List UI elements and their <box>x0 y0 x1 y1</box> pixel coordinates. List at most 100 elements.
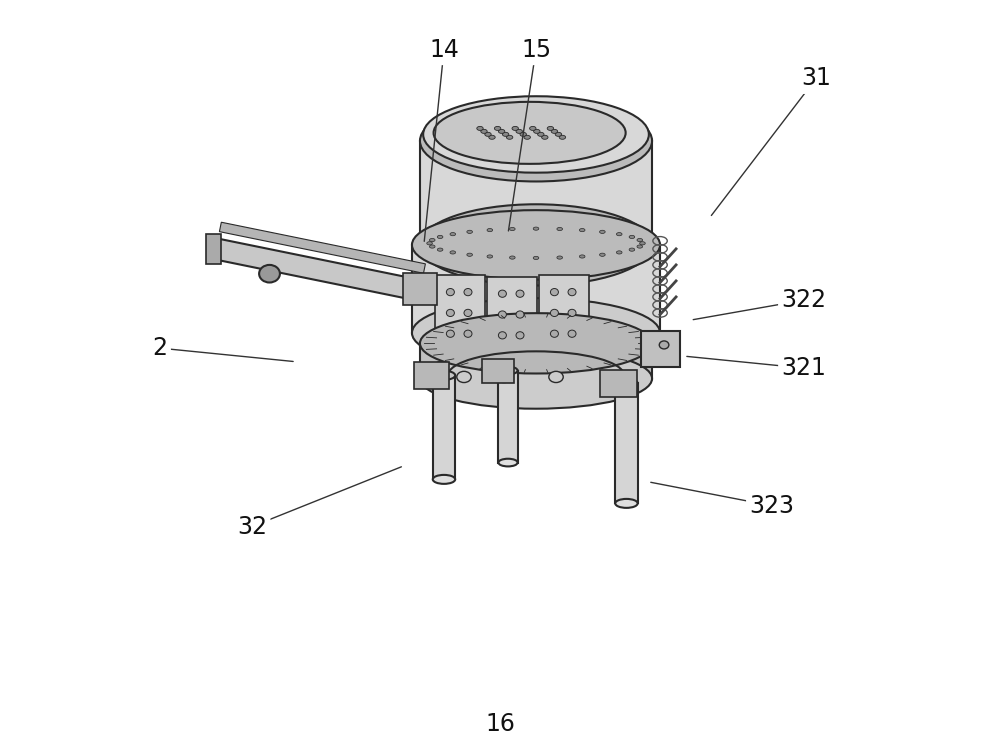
Ellipse shape <box>420 313 652 374</box>
Ellipse shape <box>412 298 660 368</box>
Ellipse shape <box>446 330 454 337</box>
Ellipse shape <box>433 475 455 484</box>
Polygon shape <box>219 222 425 273</box>
Ellipse shape <box>446 309 454 317</box>
Ellipse shape <box>498 459 518 466</box>
Ellipse shape <box>550 309 558 317</box>
Ellipse shape <box>568 309 576 317</box>
Text: 15: 15 <box>521 37 551 61</box>
Ellipse shape <box>568 330 576 337</box>
Ellipse shape <box>524 135 530 140</box>
FancyBboxPatch shape <box>600 370 637 397</box>
Ellipse shape <box>420 100 652 181</box>
Ellipse shape <box>450 232 456 236</box>
Polygon shape <box>214 238 422 301</box>
Ellipse shape <box>637 245 643 248</box>
Ellipse shape <box>498 290 506 298</box>
Ellipse shape <box>494 126 501 130</box>
FancyBboxPatch shape <box>403 273 437 305</box>
FancyBboxPatch shape <box>539 276 589 346</box>
Bar <box>433 375 455 480</box>
Ellipse shape <box>516 332 524 339</box>
Ellipse shape <box>615 499 638 508</box>
FancyBboxPatch shape <box>487 277 537 348</box>
Text: 16: 16 <box>485 712 515 731</box>
Polygon shape <box>420 344 652 379</box>
Ellipse shape <box>659 341 669 349</box>
Ellipse shape <box>412 210 660 280</box>
FancyBboxPatch shape <box>482 358 514 382</box>
Ellipse shape <box>551 129 558 133</box>
Bar <box>206 234 221 264</box>
Ellipse shape <box>568 289 576 296</box>
Ellipse shape <box>512 126 518 130</box>
Ellipse shape <box>510 256 515 260</box>
Ellipse shape <box>437 235 443 238</box>
Text: 323: 323 <box>750 493 795 518</box>
Bar <box>615 383 638 504</box>
Ellipse shape <box>520 132 526 136</box>
Ellipse shape <box>579 255 585 258</box>
Ellipse shape <box>637 238 643 242</box>
Ellipse shape <box>600 253 605 257</box>
Ellipse shape <box>530 126 536 130</box>
Ellipse shape <box>549 371 563 382</box>
Ellipse shape <box>450 251 456 254</box>
Ellipse shape <box>629 248 635 251</box>
Ellipse shape <box>559 135 566 140</box>
Ellipse shape <box>457 371 471 382</box>
Ellipse shape <box>640 242 645 245</box>
Text: 322: 322 <box>782 288 827 312</box>
Ellipse shape <box>485 132 491 136</box>
Ellipse shape <box>467 230 472 233</box>
Ellipse shape <box>550 289 558 296</box>
Text: 32: 32 <box>237 515 267 539</box>
Ellipse shape <box>616 251 622 254</box>
Ellipse shape <box>538 132 544 136</box>
Ellipse shape <box>550 330 558 337</box>
Bar <box>498 371 518 463</box>
Ellipse shape <box>579 229 585 232</box>
Polygon shape <box>412 245 660 333</box>
Ellipse shape <box>487 255 493 258</box>
Ellipse shape <box>464 289 472 296</box>
Text: 14: 14 <box>429 37 459 61</box>
Ellipse shape <box>516 311 524 318</box>
Ellipse shape <box>427 242 432 245</box>
Ellipse shape <box>434 102 626 164</box>
Ellipse shape <box>420 349 652 409</box>
Ellipse shape <box>498 311 506 318</box>
Ellipse shape <box>557 256 562 260</box>
FancyBboxPatch shape <box>641 331 680 366</box>
FancyBboxPatch shape <box>414 362 449 389</box>
Text: 321: 321 <box>782 356 827 380</box>
Ellipse shape <box>506 135 513 140</box>
Ellipse shape <box>259 265 280 282</box>
Ellipse shape <box>467 253 472 257</box>
Ellipse shape <box>437 248 443 251</box>
Ellipse shape <box>629 235 635 238</box>
Ellipse shape <box>420 204 652 286</box>
Ellipse shape <box>498 367 518 374</box>
Ellipse shape <box>433 371 455 380</box>
Ellipse shape <box>555 132 562 136</box>
Ellipse shape <box>534 129 540 133</box>
Ellipse shape <box>464 330 472 337</box>
Ellipse shape <box>616 232 622 236</box>
Text: 2: 2 <box>152 336 167 360</box>
Polygon shape <box>420 141 652 245</box>
Ellipse shape <box>477 126 483 130</box>
Ellipse shape <box>502 132 509 136</box>
Ellipse shape <box>429 238 435 242</box>
FancyBboxPatch shape <box>435 276 485 346</box>
Ellipse shape <box>464 309 472 317</box>
Ellipse shape <box>487 229 493 232</box>
Ellipse shape <box>600 230 605 233</box>
Ellipse shape <box>423 96 649 173</box>
Ellipse shape <box>497 371 511 382</box>
Ellipse shape <box>498 129 505 133</box>
Ellipse shape <box>516 129 522 133</box>
Ellipse shape <box>516 290 524 298</box>
Ellipse shape <box>557 227 562 230</box>
Ellipse shape <box>547 126 554 130</box>
